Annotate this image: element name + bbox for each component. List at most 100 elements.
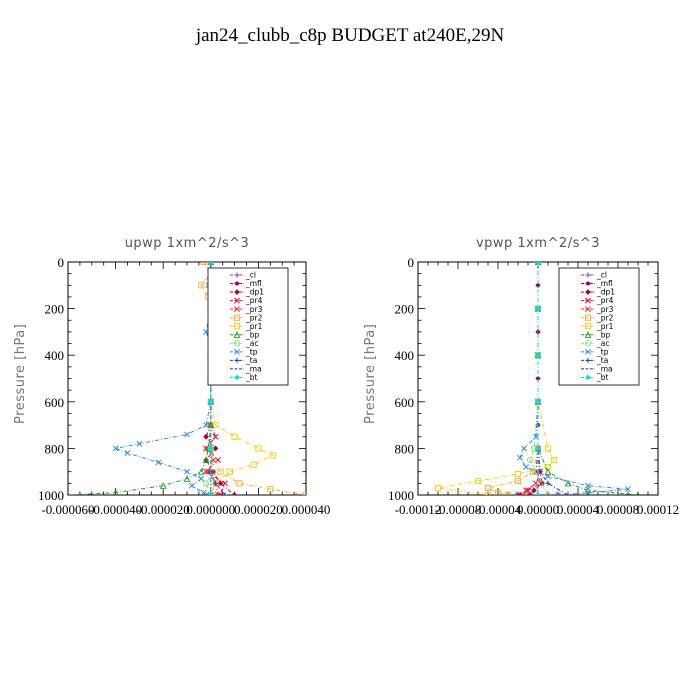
x-tick-label: -0.000060 [41,502,94,517]
data-point [184,468,190,475]
series-line-bp [68,262,212,495]
data-point [231,492,238,495]
y-tick-label: 400 [395,348,415,363]
data-point [538,480,546,487]
x-tick-label: 0.00004 [557,502,600,517]
legend-marker [233,314,241,321]
data-point [544,468,552,475]
data-point [484,491,492,495]
legend-label: _pr2 [596,313,614,322]
data-point [529,468,537,475]
x-tick-label: 0.00000 [517,502,559,517]
data-point [255,445,262,452]
data-point [545,473,551,480]
data-point [136,440,143,447]
x-tick-label: 0.000020 [234,502,283,517]
data-point [523,487,529,494]
series-line-pr1 [437,262,555,495]
legend-label: _dp1 [596,288,615,297]
data-point [207,398,214,405]
legend-label: _ma [245,365,262,374]
data-point [214,492,221,495]
data-point [585,482,591,489]
legend-box [558,267,640,386]
data-point [269,452,276,459]
plot-data [434,262,640,495]
data-point [555,492,561,495]
legend-marker [585,348,591,355]
legend-marker [234,297,240,304]
data-point [198,282,205,289]
legend-label: _mfl [596,279,613,288]
legend-label: _ac [245,339,258,348]
legend-marker [584,314,592,321]
data-point [535,445,541,452]
data-point [207,445,214,452]
y-tick-label: 600 [395,395,415,410]
data-point [217,492,224,495]
x-tick-label: -0.00012 [395,502,442,517]
data-point [159,482,167,489]
legend-label: _ta [245,356,257,365]
y-tick-label: 600 [45,395,65,410]
data-point [226,468,233,475]
legend-label: _pr4 [596,296,614,305]
legend-label: _ac [596,339,609,348]
data-point [521,445,527,452]
legend-marker [234,374,240,381]
data-point [217,468,224,475]
data-point [202,480,210,487]
data-point [536,283,540,288]
legend-marker [234,289,240,296]
data-point [250,461,257,468]
data-point [535,398,541,405]
x-tick-label: -0.00008 [435,502,482,517]
legend-marker [233,331,241,338]
data-point [203,433,209,440]
data-point [494,489,502,495]
data-point [124,450,131,457]
legend-label: _mfl [245,279,262,288]
data-point [536,376,540,381]
data-point [531,487,537,494]
data-point [155,459,162,466]
x-tick-label: 0.000040 [282,502,331,517]
data-point [222,480,229,487]
y-tick-label: 1000 [38,488,64,503]
data-point [222,492,228,495]
data-point [212,422,219,429]
panel-upwp: upwp 1xm^2/s^3 Pressure [hPa] 0 200 400 600 80… [13,236,330,517]
data-point [197,468,205,475]
data-point [474,477,482,485]
data-point [212,433,219,440]
legend-label: _pr2 [245,313,263,322]
data-point [231,433,238,440]
legend-label: _bp [596,330,611,339]
data-point [302,491,306,495]
data-point [200,262,207,266]
data-point [504,491,512,495]
legend-label: _ma [596,365,613,374]
legend-label: _bt [596,373,609,382]
x-tick-label: 0.000000 [186,502,235,517]
data-point [188,482,195,489]
data-point [515,492,521,495]
data-point [484,484,492,492]
legend-label: _bt [245,373,258,382]
data-point [565,492,571,495]
x-tick-label: 0.00012 [637,502,679,517]
data-point [525,487,531,494]
legend-marker [584,331,592,338]
data-point [514,477,522,485]
data-point [202,456,210,464]
data-point [517,454,523,461]
legend-marker [584,340,592,347]
data-point [535,492,541,495]
x-tick-label: 0.00008 [597,502,639,517]
y-tick-label: 800 [45,441,65,456]
data-point [112,489,119,495]
legend-marker [585,374,591,381]
data-point [520,492,526,495]
legend-marker [234,348,240,355]
series-line-pr1 [210,262,274,495]
